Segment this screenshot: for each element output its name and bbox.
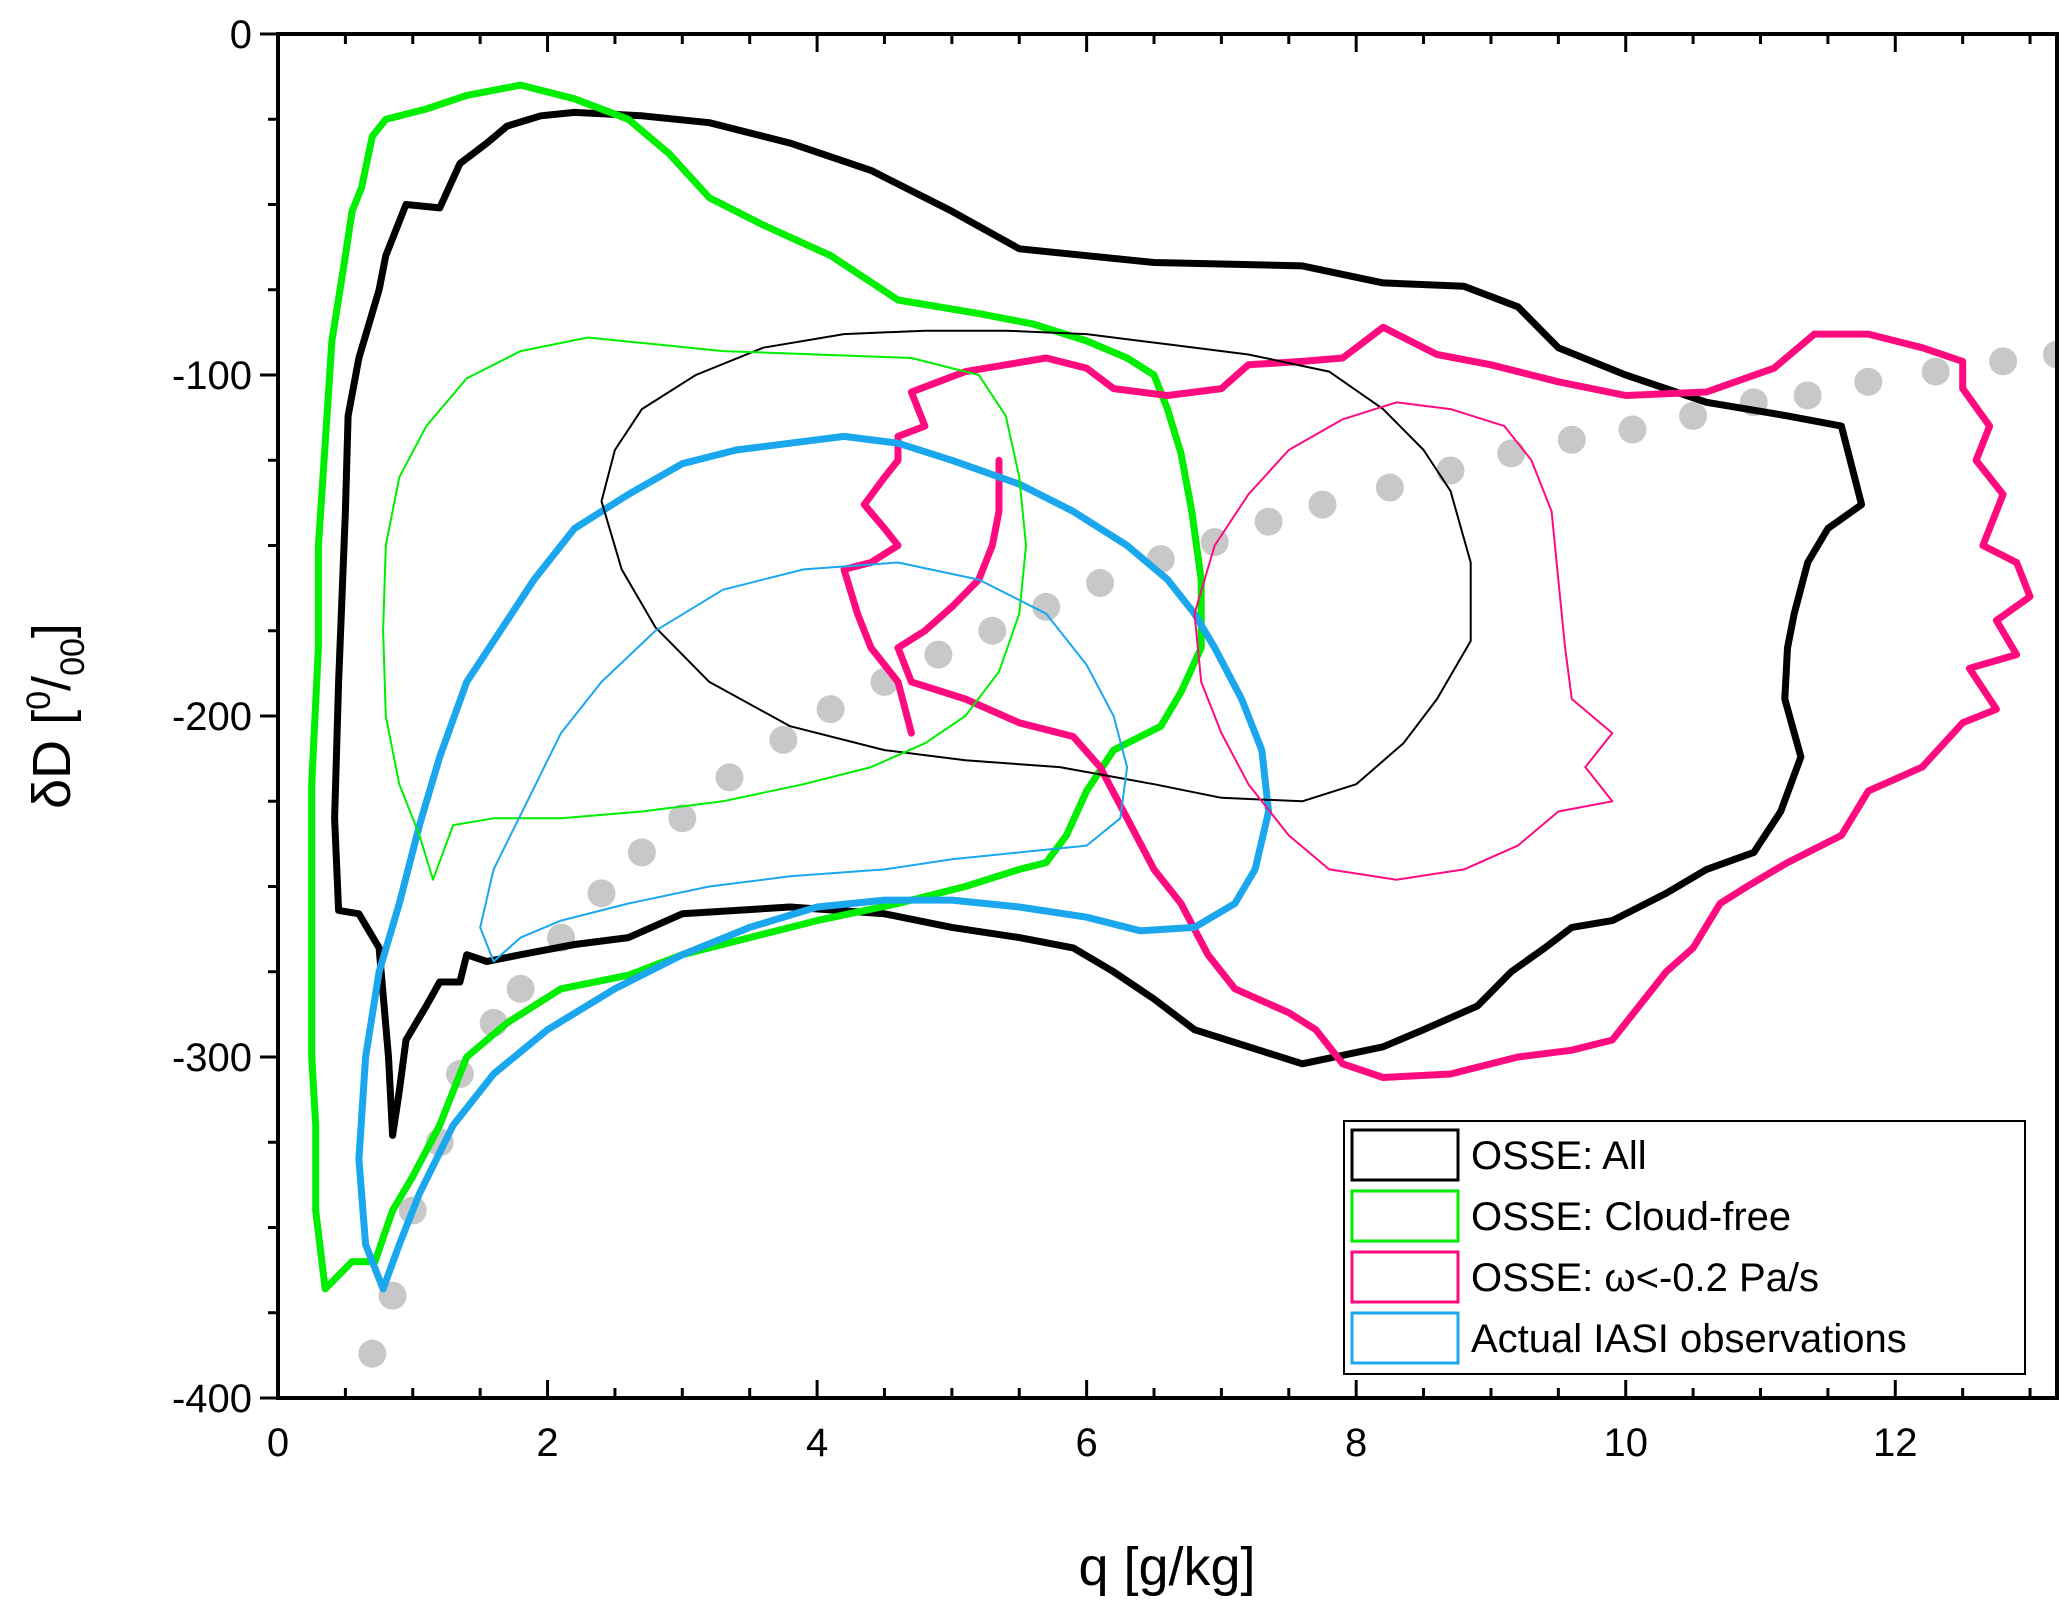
- series-line-2: [840, 323, 2034, 1081]
- reference-dot-28: [1679, 401, 1708, 430]
- legend-swatch-3: [1350, 1311, 1460, 1365]
- reference-dot-0: [358, 1339, 387, 1368]
- reference-dot-10: [668, 804, 697, 833]
- x-tick-label: 2: [536, 1421, 558, 1465]
- series-line-3: [355, 432, 1273, 1293]
- reference-dot-30: [1793, 381, 1822, 410]
- legend-swatch-0: [1350, 1128, 1460, 1182]
- x-axis-title: q [g/kg]: [1078, 1537, 1255, 1597]
- series-group: [308, 81, 2034, 1293]
- x-tick-label: 4: [806, 1421, 828, 1465]
- reference-dot-16: [978, 616, 1007, 645]
- y-axis-title-close: ]: [22, 623, 82, 638]
- x-tick-label: 6: [1076, 1421, 1098, 1465]
- reference-dot-24: [1436, 456, 1465, 485]
- reference-dot-25: [1497, 439, 1526, 468]
- series-line-6: [1193, 401, 1614, 881]
- reference-dot-21: [1254, 507, 1283, 536]
- y-tick-label: 0: [230, 13, 252, 57]
- series-line-0: [331, 108, 1866, 1139]
- reference-dot-26: [1557, 425, 1586, 454]
- x-tick-label: 8: [1345, 1421, 1367, 1465]
- reference-dot-9: [627, 838, 656, 867]
- reference-dot-22: [1308, 490, 1337, 519]
- reference-dot-23: [1375, 473, 1404, 502]
- reference-dot-12: [769, 725, 798, 754]
- reference-dot-27: [1618, 415, 1647, 444]
- y-axis-title-main: δD [: [22, 710, 82, 809]
- legend-label-1: OSSE: Cloud-free: [1471, 1195, 1791, 1239]
- legend: OSSE: All OSSE: Cloud-free OSSE: ω<-0.2 Pa…: [1343, 1120, 2026, 1375]
- y-axis-title-sub: 00: [54, 638, 92, 676]
- series-line-4: [600, 329, 1472, 803]
- y-tick-label: -200: [172, 695, 252, 739]
- series-line-5: [382, 336, 1027, 881]
- reference-dot-13: [816, 695, 845, 724]
- reference-dot-8: [587, 879, 616, 908]
- reference-dot-15: [924, 640, 953, 669]
- reference-dot-31: [1854, 367, 1883, 396]
- reference-dot-17: [1032, 592, 1061, 621]
- reference-dot-33: [1989, 347, 2018, 376]
- y-tick-label: -100: [172, 354, 252, 398]
- y-tick-label: -300: [172, 1036, 252, 1080]
- legend-label-0: OSSE: All: [1471, 1134, 1647, 1178]
- legend-swatch-2: [1350, 1250, 1460, 1304]
- x-tick-label: 0: [267, 1421, 289, 1465]
- legend-label-2: OSSE: ω<-0.2 Pa/s: [1471, 1256, 1819, 1300]
- reference-dot-18: [1086, 569, 1115, 598]
- reference-dot-34: [2043, 340, 2057, 369]
- y-tick-label: -400: [172, 1377, 252, 1421]
- reference-dot-11: [715, 763, 744, 792]
- y-axis-title: δD [0/00]: [20, 623, 92, 809]
- legend-label-3: Actual IASI observations: [1471, 1317, 1907, 1361]
- x-tick-label: 10: [1603, 1421, 1648, 1465]
- y-axis-title-sep: /: [22, 676, 82, 691]
- reference-dot-6: [506, 974, 535, 1003]
- reference-dots: [358, 340, 2057, 1368]
- reference-dot-32: [1921, 357, 1950, 386]
- series-line-1: [308, 81, 1205, 1293]
- series-line-7: [479, 561, 1129, 963]
- legend-swatch-1: [1350, 1189, 1460, 1243]
- y-axis-title-sup: 0: [20, 691, 58, 710]
- x-tick-label: 12: [1873, 1421, 1918, 1465]
- axis-ticks: 0 2 4 6 8 10 12 0 -100 -200 -300 -400: [172, 13, 2032, 1465]
